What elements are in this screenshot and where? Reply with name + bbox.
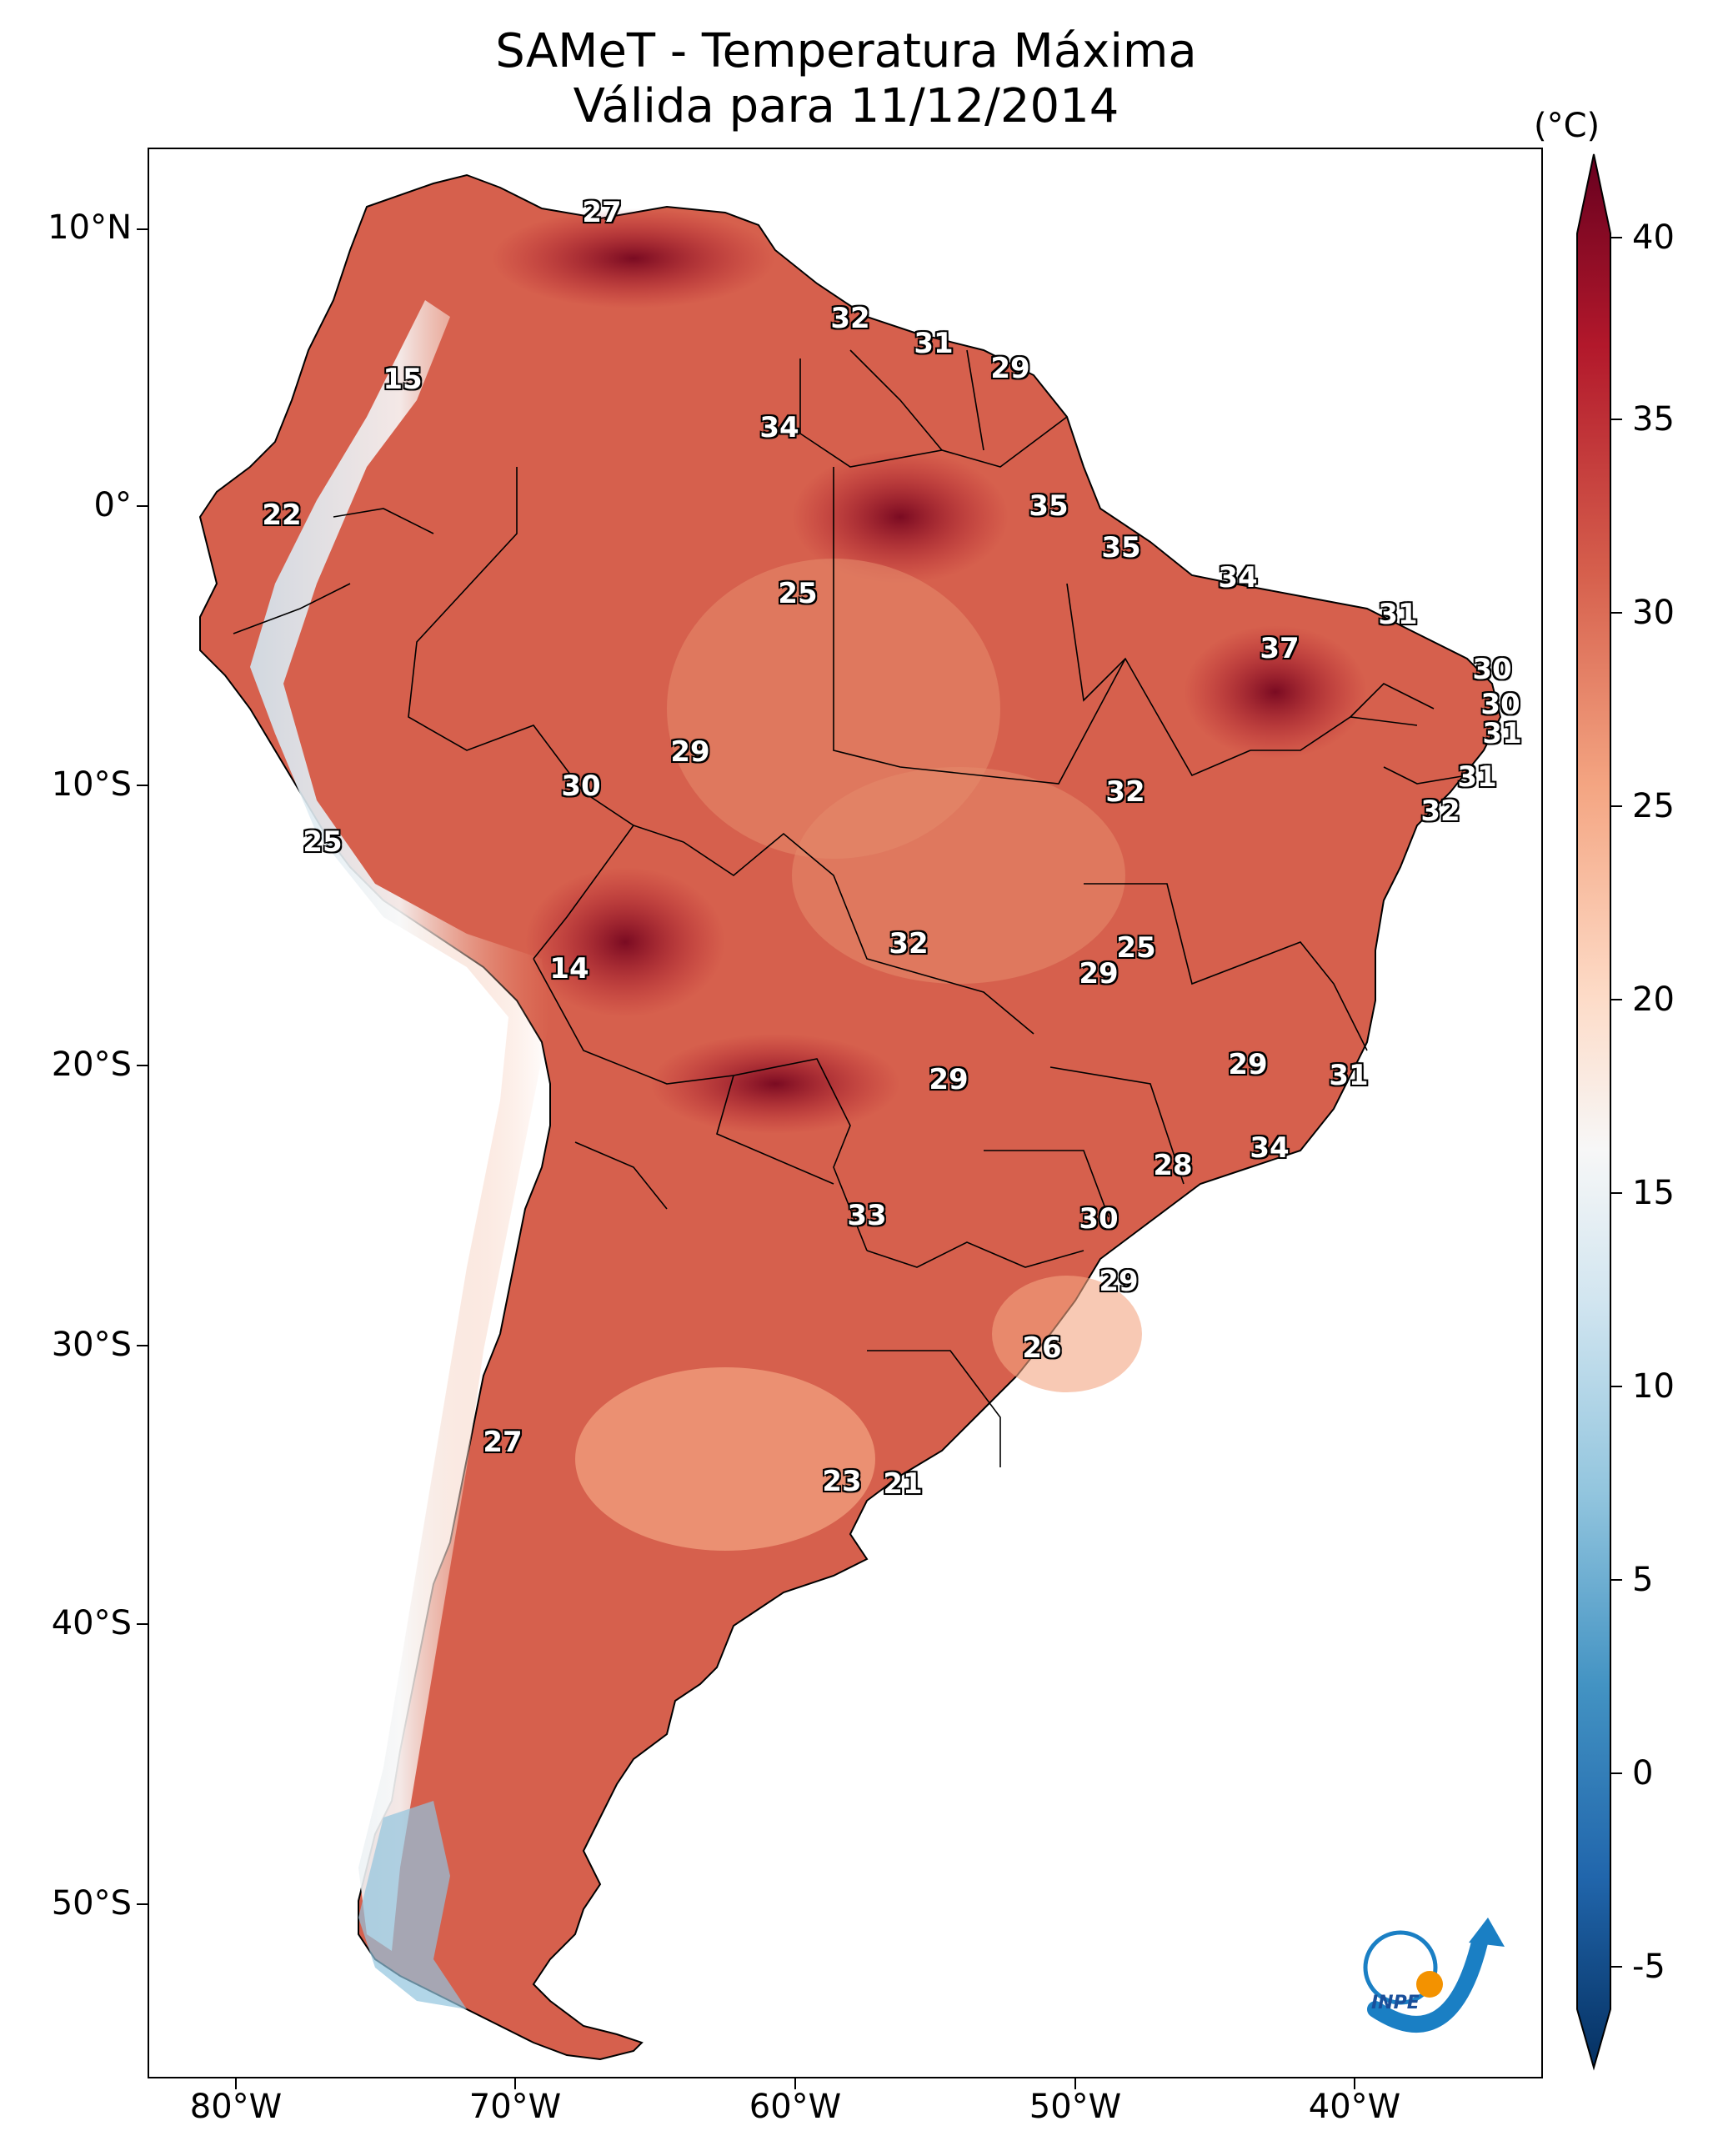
city-temp-label: 31: [1378, 598, 1418, 631]
map-subtitle: Válida para 11/12/2014: [573, 79, 1119, 133]
city-temp-label: 25: [1116, 931, 1156, 965]
lon-label: 80°W: [189, 2088, 283, 2126]
city-temp-label: 26: [1022, 1331, 1062, 1365]
lon-label: 70°W: [468, 2088, 562, 2126]
mild-zone-mato-grosso: [792, 767, 1125, 984]
city-temp-label: 27: [582, 196, 622, 229]
city-temp-label: 15: [383, 363, 423, 396]
hot-zone-bolivia: [525, 867, 725, 1017]
inpe-logo-text: INPE: [1371, 1993, 1420, 2013]
city-temp-label: 29: [990, 352, 1030, 385]
colorbar-label: 20: [1632, 980, 1675, 1019]
lat-label: 50°S: [51, 1884, 132, 1923]
lat-label: 20°S: [51, 1045, 132, 1084]
city-temp-label: 34: [1250, 1131, 1290, 1165]
city-temp-label: 30: [1472, 653, 1512, 686]
city-temp-label: 30: [1480, 688, 1520, 721]
colorbar-label: 25: [1632, 787, 1675, 825]
lat-label: 10°N: [48, 208, 132, 247]
hot-zone-chaco: [650, 1034, 900, 1134]
city-temp-label: 25: [778, 577, 818, 610]
city-temp-label: 27: [483, 1426, 523, 1459]
city-temp-label: 37: [1260, 632, 1300, 665]
city-temp-label: 32: [1420, 795, 1460, 828]
colorbar-label: 0: [1632, 1754, 1654, 1792]
city-temp-label: 31: [1482, 717, 1522, 750]
colorbar-label: 10: [1632, 1367, 1675, 1406]
city-temp-label: 34: [759, 411, 799, 444]
colorbar-unit: (°C): [1534, 107, 1600, 145]
colorbar-label: 15: [1632, 1174, 1675, 1212]
city-temp-label: 30: [561, 770, 601, 803]
colorbar-label: 40: [1632, 218, 1675, 257]
city-temp-label: 32: [1105, 775, 1145, 809]
city-temp-label: 29: [1228, 1048, 1268, 1081]
city-temp-label: 29: [1099, 1265, 1139, 1298]
city-temp-label: 22: [262, 499, 302, 532]
hot-zone-piaui: [1184, 625, 1367, 759]
city-temp-label: 25: [303, 825, 343, 859]
lat-label: 40°S: [51, 1604, 132, 1642]
city-temp-label: 21: [883, 1467, 923, 1501]
colorbar-label: 30: [1632, 594, 1675, 632]
city-temp-label: 31: [1457, 760, 1497, 794]
lat-label: 30°S: [51, 1326, 132, 1364]
city-temp-label: 30: [1079, 1202, 1119, 1236]
city-temp-label: 28: [1153, 1149, 1193, 1182]
city-temp-label: 32: [889, 927, 929, 960]
city-temp-label: 35: [1101, 531, 1141, 564]
lat-label: 0°: [93, 486, 132, 524]
lon-label: 50°W: [1029, 2088, 1122, 2126]
lat-label: 10°S: [51, 765, 132, 804]
axis-ticks: [137, 228, 1355, 2089]
city-temp-label: 23: [822, 1465, 862, 1498]
city-temp-label: 29: [1079, 957, 1119, 990]
city-temp-label: 33: [847, 1199, 887, 1232]
city-temp-label: 29: [929, 1063, 969, 1096]
city-temp-label: 31: [914, 327, 954, 360]
city-temp-label: 31: [1329, 1059, 1369, 1092]
city-temp-label: 32: [830, 302, 870, 335]
lon-label: 40°W: [1308, 2088, 1401, 2126]
hot-zone-venezuela: [492, 208, 775, 308]
colorbar: [1576, 153, 1622, 2071]
inpe-logo: [1363, 1918, 1505, 2033]
city-temp-label: 14: [549, 952, 589, 985]
colorbar-label: 35: [1632, 400, 1675, 439]
patagonia-cool-zone: [358, 1801, 467, 2009]
city-temp-label: 35: [1029, 489, 1069, 523]
mild-zone-south-brazil: [992, 1276, 1142, 1392]
country-borders: [233, 349, 1468, 1467]
lon-label: 60°W: [749, 2088, 842, 2126]
colorbar-ticks: [1610, 237, 1622, 1968]
city-temp-label: 34: [1218, 561, 1258, 594]
map-title: SAMeT - Temperatura Máxima: [495, 24, 1197, 78]
colorbar-label: 5: [1632, 1561, 1654, 1599]
mild-zone-pampas: [575, 1367, 875, 1551]
hot-zone-para: [792, 450, 1009, 584]
colorbar-label: -5: [1632, 1948, 1665, 1986]
city-temp-label: 29: [670, 735, 710, 769]
